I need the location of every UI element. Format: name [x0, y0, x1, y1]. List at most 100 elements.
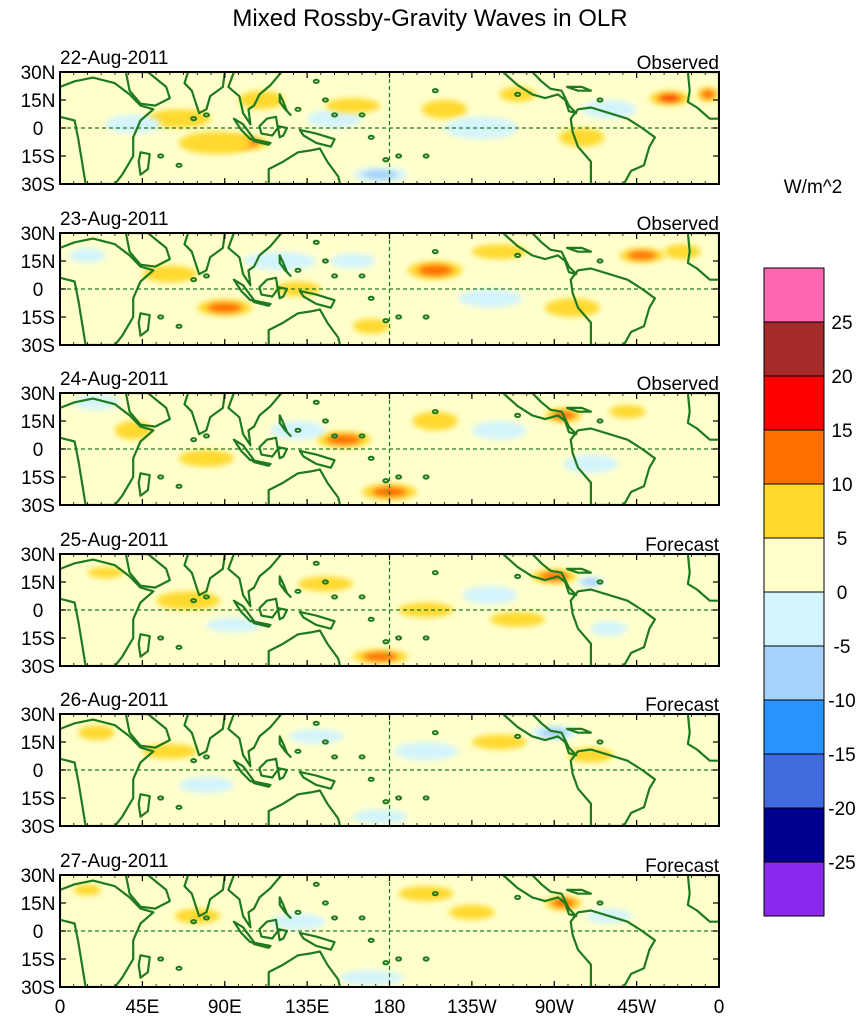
- anomaly-blob: [649, 90, 690, 106]
- x-tick-label: 90E: [208, 997, 242, 1018]
- x-tick-label: 0: [55, 997, 66, 1018]
- coastline: [501, 72, 578, 115]
- coastline: [227, 554, 283, 608]
- island: [596, 579, 604, 585]
- island: [202, 915, 210, 921]
- y-tick-label: 15N: [21, 91, 56, 112]
- island: [202, 754, 210, 760]
- coastline: [251, 138, 272, 146]
- x-tick-label: 135W: [447, 997, 497, 1018]
- island: [294, 909, 302, 915]
- coastline: [298, 770, 336, 790]
- colorbar-label: -10: [828, 691, 855, 712]
- island: [382, 799, 390, 805]
- colorbar-swatch: [763, 753, 825, 809]
- anomaly-blob: [407, 261, 463, 280]
- island: [321, 418, 329, 424]
- coastline: [501, 875, 578, 918]
- anomaly-blob: [87, 567, 125, 579]
- island: [514, 91, 522, 98]
- colorbar-label: 25: [831, 313, 852, 334]
- anomaly-blob: [545, 298, 601, 317]
- island: [175, 323, 183, 329]
- island: [367, 134, 375, 140]
- island: [312, 560, 320, 566]
- island: [431, 730, 439, 736]
- y-tick-label: 0: [33, 922, 44, 943]
- coastline: [227, 233, 283, 287]
- island: [431, 409, 439, 415]
- coastline: [569, 427, 656, 505]
- panel-kind: Observed: [637, 374, 719, 395]
- y-tick-label: 30N: [21, 224, 56, 245]
- coastline: [298, 931, 336, 951]
- coastline: [251, 299, 272, 307]
- island: [382, 318, 390, 324]
- y-tick-label: 30S: [21, 336, 55, 357]
- island: [514, 573, 522, 580]
- colorbar-swatch: [763, 267, 825, 323]
- island: [331, 594, 339, 600]
- coastline: [276, 286, 289, 300]
- anomaly-blob: [178, 449, 234, 467]
- anomaly-blob: [462, 585, 518, 605]
- anomaly-blob: [471, 421, 527, 440]
- coastline: [267, 468, 342, 505]
- anomaly-blob: [448, 904, 495, 920]
- island: [395, 314, 403, 320]
- x-tick-label: 135E: [285, 997, 329, 1018]
- y-tick-label: 15S: [21, 308, 55, 329]
- anomaly-blob: [352, 809, 408, 825]
- island: [395, 635, 403, 641]
- colorbar: W/m^2 25 20 15 10 5 0 -5 -10 -15 -20 -25: [763, 177, 856, 917]
- anomaly-blob: [73, 394, 120, 410]
- coastline: [686, 233, 719, 281]
- panel-kind: Forecast: [645, 535, 720, 556]
- island: [294, 588, 302, 594]
- island: [422, 153, 430, 159]
- coastlines: [60, 714, 719, 826]
- island: [157, 635, 165, 641]
- anomaly-blob: [142, 265, 198, 283]
- island: [422, 474, 430, 480]
- coastline: [276, 125, 289, 139]
- island: [175, 162, 183, 168]
- panel-date: 26-Aug-2011: [60, 690, 168, 711]
- island: [190, 116, 198, 122]
- anomaly-blob: [394, 742, 459, 761]
- island: [596, 900, 604, 906]
- coastline: [276, 607, 289, 621]
- colorbar-label: -15: [828, 745, 855, 766]
- coastline: [298, 449, 336, 469]
- y-tick-label: 15N: [21, 252, 56, 273]
- panel-date: 23-Aug-2011: [60, 209, 168, 230]
- island: [431, 570, 439, 576]
- coastline: [124, 72, 171, 107]
- y-tick-label: 30S: [21, 496, 55, 517]
- island: [367, 937, 375, 943]
- anomaly-blob: [288, 728, 344, 744]
- coastline: [227, 72, 283, 126]
- coastline: [278, 93, 292, 116]
- island: [358, 754, 366, 760]
- island: [331, 433, 339, 439]
- panel-2: 30N 15N 0 15S 30S 23-Aug-2011 Observed: [21, 209, 720, 357]
- island: [422, 314, 430, 320]
- anomaly-blob: [609, 405, 646, 419]
- anomaly-blob: [178, 776, 234, 794]
- anomaly-blob: [238, 90, 285, 110]
- island: [358, 433, 366, 439]
- island: [157, 956, 165, 962]
- coastline: [501, 554, 578, 597]
- panel-kind: Observed: [637, 53, 719, 74]
- island: [331, 754, 339, 760]
- island: [431, 88, 439, 94]
- coastline: [566, 246, 592, 253]
- coastline: [298, 289, 336, 309]
- coastline: [60, 558, 155, 666]
- y-tick-label: 30N: [21, 63, 56, 84]
- coastlines: [60, 233, 719, 345]
- island: [367, 616, 375, 622]
- island: [431, 891, 439, 897]
- panel-3: 30N 15N 0 15S 30S 24-Aug-2011 Observed: [21, 369, 720, 517]
